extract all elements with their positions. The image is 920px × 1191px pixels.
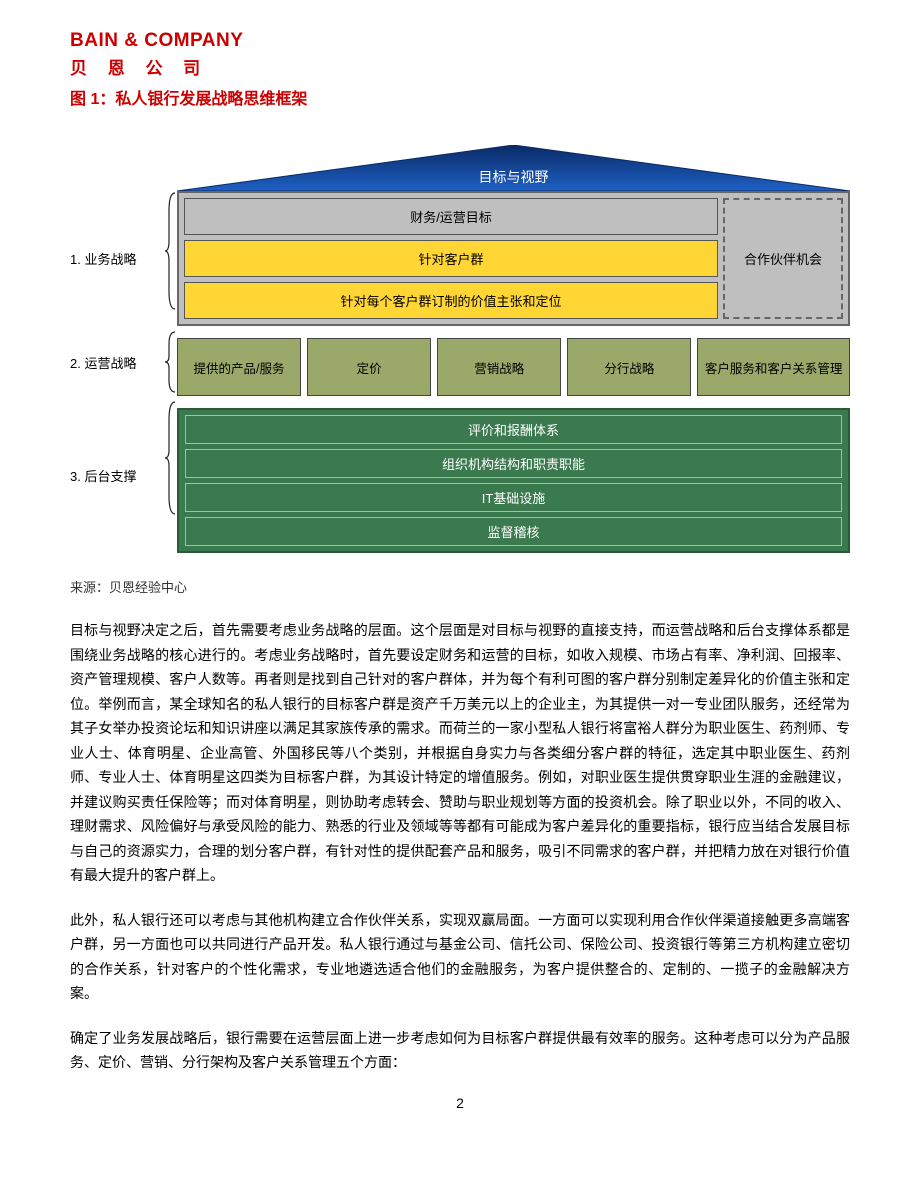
brace-1 (165, 191, 177, 326)
paragraph-2: 此外，私人银行还可以考虑与其他机构建立合作伙伴关系，实现双赢局面。一方面可以实现… (70, 908, 850, 1006)
brace-3 (165, 398, 177, 553)
section-2-row: 2. 运营战略 提供的产品/服务 定价 营销战略 分行战略 客户服务和客户关系管… (70, 328, 850, 396)
brand-en: BAIN & COMPANY (70, 30, 850, 52)
strategy-framework-diagram: 目标与视野 1. 业务战略 财务/运营目标 针对客户群 针对每个客户群订制的价值… (70, 145, 850, 553)
s2-box-product: 提供的产品/服务 (177, 338, 301, 396)
page-number: 2 (70, 1095, 850, 1111)
s1-row-financial: 财务/运营目标 (184, 198, 718, 235)
s2-box-crm: 客户服务和客户关系管理 (697, 338, 850, 396)
s1-partner-box: 合作伙伴机会 (723, 198, 843, 319)
s3-bar-it: IT基础设施 (185, 483, 842, 512)
roof-label: 目标与视野 (177, 167, 850, 187)
s1-row-value: 针对每个客户群订制的价值主张和定位 (184, 282, 718, 319)
section-3-container: 评价和报酬体系 组织机构结构和职责职能 IT基础设施 监督稽核 (177, 408, 850, 553)
section-3-row: 3. 后台支撑 评价和报酬体系 组织机构结构和职责职能 IT基础设施 监督稽核 (70, 398, 850, 553)
s3-bar-evaluation: 评价和报酬体系 (185, 415, 842, 444)
brace-2 (165, 328, 177, 396)
brand-zh: 贝 恩 公 司 (70, 54, 850, 79)
s3-bar-org: 组织机构结构和职责职能 (185, 449, 842, 478)
roof-row: 目标与视野 (70, 145, 850, 191)
section-1-row: 1. 业务战略 财务/运营目标 针对客户群 针对每个客户群订制的价值主张和定位 … (70, 191, 850, 326)
section-3-label: 3. 后台支撑 (70, 398, 165, 553)
s2-box-marketing: 营销战略 (437, 338, 561, 396)
s2-box-pricing: 定价 (307, 338, 431, 396)
s2-box-branch: 分行战略 (567, 338, 691, 396)
source-label: 来源：贝恩经验中心 (70, 577, 850, 596)
paragraph-3: 确定了业务发展战略后，银行需要在运营层面上进一步考虑如何为目标客户群提供最有效率… (70, 1026, 850, 1075)
figure-title: 图 1：私人银行发展战略思维框架 (70, 85, 850, 109)
paragraph-1: 目标与视野决定之后，首先需要考虑业务战略的层面。这个层面是对目标与视野的直接支持… (70, 618, 850, 888)
section-1-container: 财务/运营目标 针对客户群 针对每个客户群订制的价值主张和定位 合作伙伴机会 (177, 191, 850, 326)
section-1-label: 1. 业务战略 (70, 191, 165, 326)
section-2-label: 2. 运营战略 (70, 328, 165, 396)
s3-bar-audit: 监督稽核 (185, 517, 842, 546)
s1-row-customer: 针对客户群 (184, 240, 718, 277)
section-2-boxes: 提供的产品/服务 定价 营销战略 分行战略 客户服务和客户关系管理 (177, 338, 850, 396)
